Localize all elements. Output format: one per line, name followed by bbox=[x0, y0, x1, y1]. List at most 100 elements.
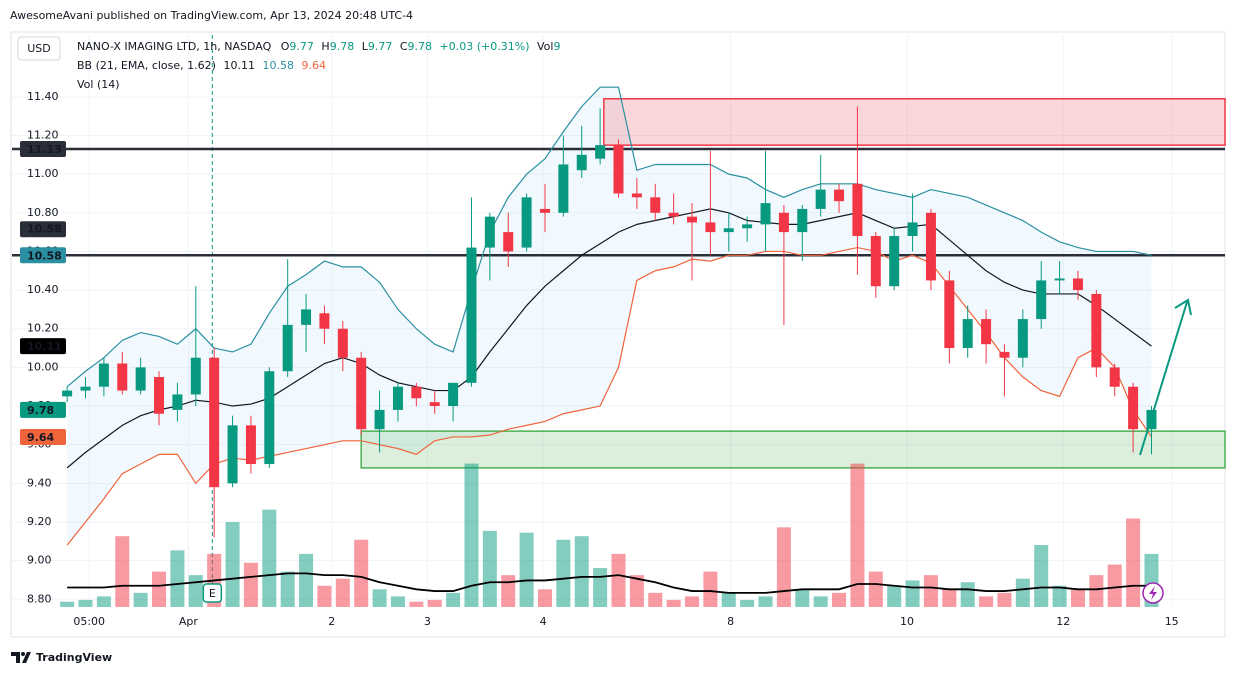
volume-bar bbox=[905, 580, 920, 607]
volume-bar bbox=[942, 589, 957, 607]
volume-bar bbox=[593, 568, 608, 607]
candle-body bbox=[723, 228, 734, 233]
legend-vol-value: 9 bbox=[553, 40, 560, 53]
legend-bb: BB (21, EMA, close, 1.62) 10.11 10.58 9.… bbox=[77, 59, 326, 72]
x-tick-label: 3 bbox=[424, 615, 431, 628]
y-tick-label: 11.40 bbox=[27, 90, 59, 103]
volume-bar bbox=[611, 553, 626, 607]
volume-bar bbox=[133, 592, 148, 607]
x-tick-label: 15 bbox=[1165, 615, 1179, 628]
candle-body bbox=[301, 309, 312, 325]
legend-vol-indicator: Vol (14) bbox=[77, 78, 120, 91]
volume-bar bbox=[923, 575, 938, 607]
candle-body bbox=[503, 232, 514, 252]
candle-body bbox=[429, 402, 440, 407]
candle-body bbox=[613, 145, 624, 194]
volume-bar bbox=[850, 463, 865, 607]
volume-bar bbox=[482, 530, 497, 607]
volume-bar bbox=[556, 539, 571, 607]
price-label-box bbox=[20, 428, 66, 445]
y-tick-label: 10.80 bbox=[27, 206, 59, 219]
candle-body bbox=[760, 203, 771, 225]
candle-body bbox=[925, 212, 936, 281]
legend-main: NANO-X IMAGING LTD, 1h, NASDAQ O9.77 H9.… bbox=[77, 40, 560, 53]
footer-brand: TradingView bbox=[36, 651, 112, 664]
legend-c-value: 9.78 bbox=[408, 40, 433, 53]
arrow-annotation bbox=[1139, 298, 1192, 456]
event-box bbox=[202, 583, 223, 603]
volume-bar bbox=[685, 596, 700, 607]
candle-body bbox=[650, 197, 661, 213]
volume-bar bbox=[170, 550, 185, 607]
candle-body bbox=[374, 409, 385, 430]
candle-body bbox=[778, 212, 789, 233]
publisher: AwesomeAvani published on TradingView.co… bbox=[10, 9, 413, 22]
candle-body bbox=[154, 377, 165, 414]
candle-body bbox=[319, 313, 330, 329]
legend-c: C bbox=[400, 40, 408, 53]
bb-label: BB (21, EMA, close, 1.62) bbox=[77, 59, 216, 72]
volume-bar bbox=[390, 596, 405, 607]
y-tick-label: 10.00 bbox=[27, 360, 59, 373]
x-tick-label: 10 bbox=[900, 615, 914, 628]
candle-body bbox=[870, 235, 881, 287]
candle-body bbox=[1109, 367, 1120, 387]
candle-body bbox=[815, 189, 826, 209]
volume-bar bbox=[703, 571, 718, 607]
volume-bar bbox=[574, 536, 589, 607]
price-label-box bbox=[20, 401, 66, 418]
currency-box[interactable] bbox=[17, 36, 61, 61]
volume-bar bbox=[1107, 564, 1122, 607]
price-label-box bbox=[20, 141, 66, 158]
candle-body bbox=[282, 324, 293, 372]
volume-bar bbox=[280, 571, 295, 607]
volume-bar bbox=[96, 596, 111, 607]
y-tick-label: 9.00 bbox=[27, 554, 52, 567]
volume-bar bbox=[372, 589, 387, 607]
candle-body bbox=[209, 357, 220, 488]
x-tick-label: 8 bbox=[727, 615, 734, 628]
candle-body bbox=[264, 371, 275, 464]
candle-body bbox=[742, 224, 753, 229]
bb-line bbox=[66, 86, 1152, 388]
volume-bar bbox=[1070, 589, 1085, 607]
volume-bar bbox=[446, 592, 461, 607]
price-label: 10.58 bbox=[27, 222, 62, 235]
volume-bar bbox=[776, 527, 791, 607]
bb-lower: 9.64 bbox=[301, 59, 326, 72]
bb-line bbox=[66, 208, 1152, 469]
y-tick-label: 10.40 bbox=[27, 283, 59, 296]
candle-body bbox=[117, 363, 128, 391]
candle-body bbox=[981, 319, 992, 345]
candle-body bbox=[392, 386, 403, 410]
volume-bar bbox=[1089, 575, 1104, 607]
volume-bar bbox=[519, 532, 534, 607]
volume-bar bbox=[795, 589, 810, 607]
volume-bar bbox=[409, 601, 424, 607]
volume-bar bbox=[960, 582, 975, 607]
candle-body bbox=[631, 193, 642, 198]
candle-body bbox=[834, 189, 845, 202]
y-tick-label: 11.00 bbox=[27, 167, 59, 180]
candle-body bbox=[466, 247, 477, 383]
price-label-box bbox=[20, 338, 66, 355]
candle-body bbox=[668, 212, 679, 217]
volume-bar bbox=[1015, 578, 1030, 607]
legend-l-value: 9.77 bbox=[368, 40, 393, 53]
volume-bar bbox=[335, 578, 350, 607]
candle-body bbox=[1091, 293, 1102, 368]
volume-bar bbox=[813, 596, 828, 607]
x-tick-label: 2 bbox=[328, 615, 335, 628]
candle-body bbox=[484, 216, 495, 248]
volume-bar bbox=[758, 596, 773, 607]
legend-h-value: 9.78 bbox=[330, 40, 355, 53]
volume-bar bbox=[979, 596, 994, 607]
candle-body bbox=[448, 382, 459, 407]
y-tick-label: 8.80 bbox=[27, 592, 52, 605]
candle-body bbox=[337, 328, 348, 358]
candle-body bbox=[245, 425, 256, 464]
price-label: 9.64 bbox=[27, 431, 54, 444]
candle-body bbox=[227, 425, 238, 484]
volume-ma bbox=[67, 572, 1152, 594]
flash-bolt bbox=[1149, 586, 1157, 600]
